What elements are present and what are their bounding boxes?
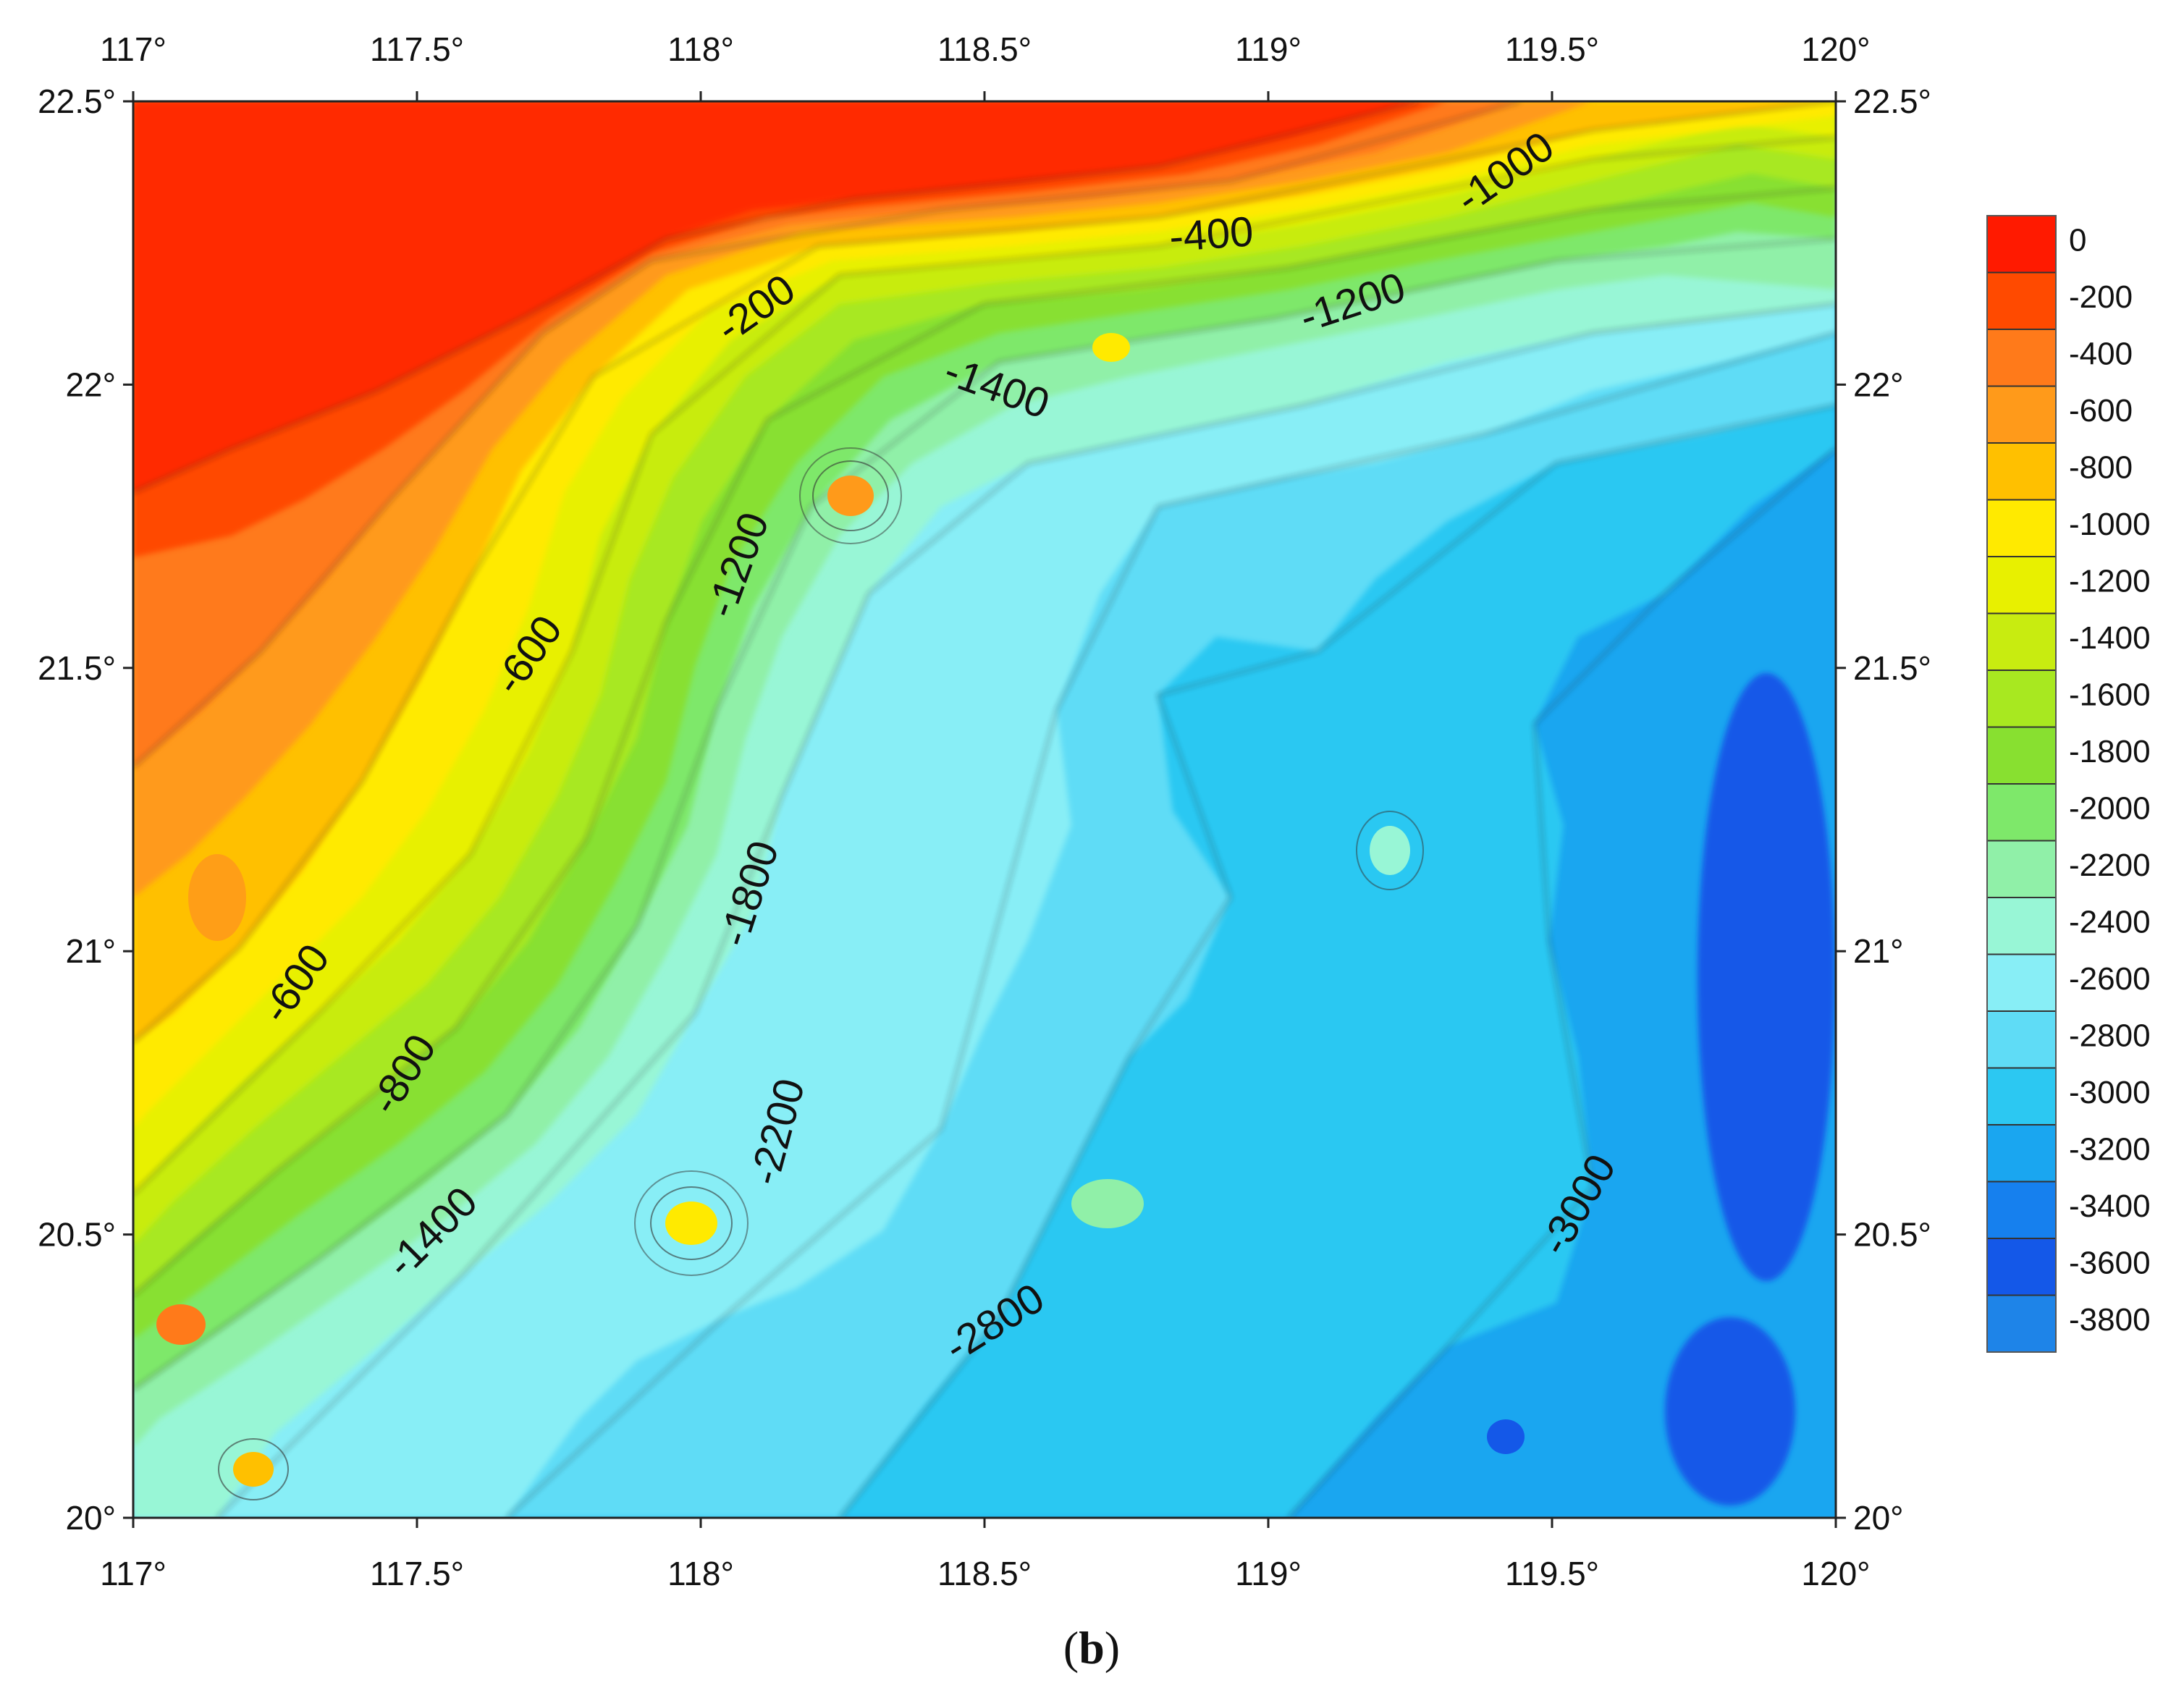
colorbar-label: 0	[2069, 223, 2086, 258]
seamount-features	[156, 333, 1835, 1505]
colorbar-label: -1600	[2069, 677, 2151, 713]
colorbar-label: -200	[2069, 279, 2133, 315]
y-tick-label-left: 22°	[65, 366, 116, 403]
colorbar-swatch	[1987, 1068, 2056, 1126]
colorbar-label: -2800	[2069, 1018, 2151, 1054]
colorbar-swatch	[1987, 898, 2056, 955]
x-tick-label-bottom: 119.5°	[1505, 1555, 1599, 1592]
colorbar-label: -3800	[2069, 1302, 2151, 1338]
colorbar-label: -1800	[2069, 734, 2151, 769]
x-tick-label-top: 117°	[100, 30, 166, 68]
colorbar-swatch	[1987, 1238, 2056, 1296]
colorbar-label: -3200	[2069, 1132, 2151, 1167]
colorbar-label: -3000	[2069, 1075, 2151, 1110]
colorbar-label: -2200	[2069, 848, 2151, 883]
depth-band-0	[133, 101, 1419, 492]
x-tick-label-top: 119°	[1235, 30, 1302, 68]
x-tick-label-top: 118°	[667, 30, 734, 68]
colorbar-label: -400	[2069, 337, 2133, 372]
colorbar-swatch	[1987, 557, 2056, 615]
y-tick-label-right: 22°	[1853, 366, 1904, 403]
depth-colorbar: 0 -200 -400 -600 -800 -1000 -1200 -1400 -1600 -18…	[1986, 215, 2151, 1353]
colorbar-label: -2000	[2069, 791, 2151, 827]
x-tick-label-top: 117.5°	[370, 30, 464, 68]
colorbar-swatch	[1987, 840, 2056, 898]
x-tick-label-bottom: 118.5°	[937, 1555, 1032, 1592]
colorbar-swatch	[1987, 670, 2056, 728]
colorbar-swatch	[1987, 499, 2056, 557]
colorbar-swatch	[1987, 954, 2056, 1012]
colorbar-swatch	[1987, 613, 2056, 671]
colorbar-swatch	[1987, 386, 2056, 444]
colorbar-swatch	[1987, 329, 2056, 387]
colorbar-swatch	[1987, 784, 2056, 842]
y-tick-label-right: 22.5°	[1853, 83, 1931, 120]
y-tick-label-right: 21°	[1853, 932, 1904, 970]
x-tick-label-top: 118.5°	[937, 30, 1032, 68]
x-tick-label-bottom: 118°	[667, 1555, 734, 1592]
x-tick-label-top: 120°	[1801, 30, 1870, 68]
colorbar-label: -1400	[2069, 620, 2151, 656]
colorbar-frame	[1986, 215, 2057, 1353]
y-tick-label-left: 21.5°	[38, 649, 116, 687]
colorbar-label: -3400	[2069, 1188, 2151, 1224]
colorbar-swatch	[1987, 272, 2056, 330]
y-tick-label-left: 20.5°	[38, 1216, 116, 1254]
colorbar-label: -1000	[2069, 507, 2151, 542]
y-tick-label-left: 20°	[65, 1499, 116, 1537]
y-tick-label-right: 20°	[1853, 1499, 1904, 1537]
colorbar-swatch	[1987, 1125, 2056, 1183]
colorbar-label: -3600	[2069, 1246, 2151, 1281]
y-tick-label-right: 20.5°	[1853, 1216, 1931, 1254]
x-tick-label-bottom: 117°	[100, 1555, 166, 1592]
caption-letter: b	[1079, 1622, 1105, 1673]
x-tick-label-top: 119.5°	[1505, 30, 1599, 68]
colorbar-label: -2400	[2069, 905, 2151, 940]
y-tick-label-right: 21.5°	[1853, 649, 1931, 687]
colorbar-swatch	[1987, 1295, 2056, 1353]
y-tick-label-left: 22.5°	[38, 83, 116, 120]
colorbar-label: -600	[2069, 393, 2133, 428]
y-tick-label-left: 21°	[65, 932, 116, 970]
contour-label: -400	[1168, 208, 1255, 261]
x-tick-label-bottom: 119°	[1235, 1555, 1302, 1592]
colorbar-swatch	[1987, 1181, 2056, 1239]
colorbar-swatch	[1987, 216, 2056, 274]
colorbar-swatch	[1987, 1011, 2056, 1069]
colorbar-label: -1200	[2069, 564, 2151, 599]
axis-ticks: 117° 117° 117.5° 117.5° 118° 118° 118.5° 118.5°…	[38, 30, 1931, 1592]
x-tick-label-bottom: 117.5°	[370, 1555, 464, 1592]
colorbar-swatch	[1987, 443, 2056, 501]
figure-caption: (b)	[1063, 1622, 1120, 1673]
bathymetry-map	[133, 101, 1836, 1518]
colorbar-label: -800	[2069, 450, 2133, 486]
colorbar-label: -2600	[2069, 961, 2151, 997]
x-tick-label-bottom: 120°	[1801, 1555, 1870, 1592]
colorbar-swatch	[1987, 727, 2056, 785]
